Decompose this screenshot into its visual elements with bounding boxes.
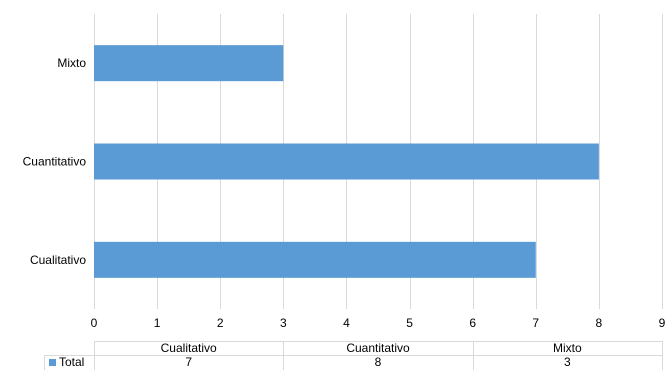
bars	[94, 45, 599, 278]
table-header: Cuantitativo	[346, 341, 410, 355]
x-tick-label: 9	[659, 316, 666, 330]
x-tick-label: 6	[469, 316, 476, 330]
x-tick-labels: 0 1 2 3 4 5 6 7 8 9	[91, 316, 666, 330]
x-tick-label: 1	[154, 316, 161, 330]
category-label: Cuantitativo	[23, 155, 87, 169]
category-label: Mixto	[57, 56, 86, 70]
x-tick-label: 4	[343, 316, 350, 330]
category-label: Cualitativo	[30, 253, 86, 267]
table-value: 3	[564, 355, 571, 369]
x-tick-label: 5	[406, 316, 413, 330]
table-value: 7	[185, 355, 192, 369]
x-tick-label: 3	[280, 316, 287, 330]
x-tick-label: 2	[217, 316, 224, 330]
x-tick-label: 8	[596, 316, 603, 330]
legend-key	[49, 359, 56, 366]
bar-cualitativo	[94, 241, 536, 278]
table-header: Cualitativo	[161, 341, 217, 355]
table-header: Mixto	[553, 341, 582, 355]
category-labels: Cualitativo Cuantitativo Mixto	[23, 56, 87, 267]
bar-cuantitativo	[94, 143, 599, 180]
x-tick-label: 0	[91, 316, 98, 330]
bar-mixto	[94, 45, 284, 82]
series-label: Total	[59, 355, 84, 369]
table-value: 8	[375, 355, 382, 369]
x-tick-label: 7	[532, 316, 539, 330]
